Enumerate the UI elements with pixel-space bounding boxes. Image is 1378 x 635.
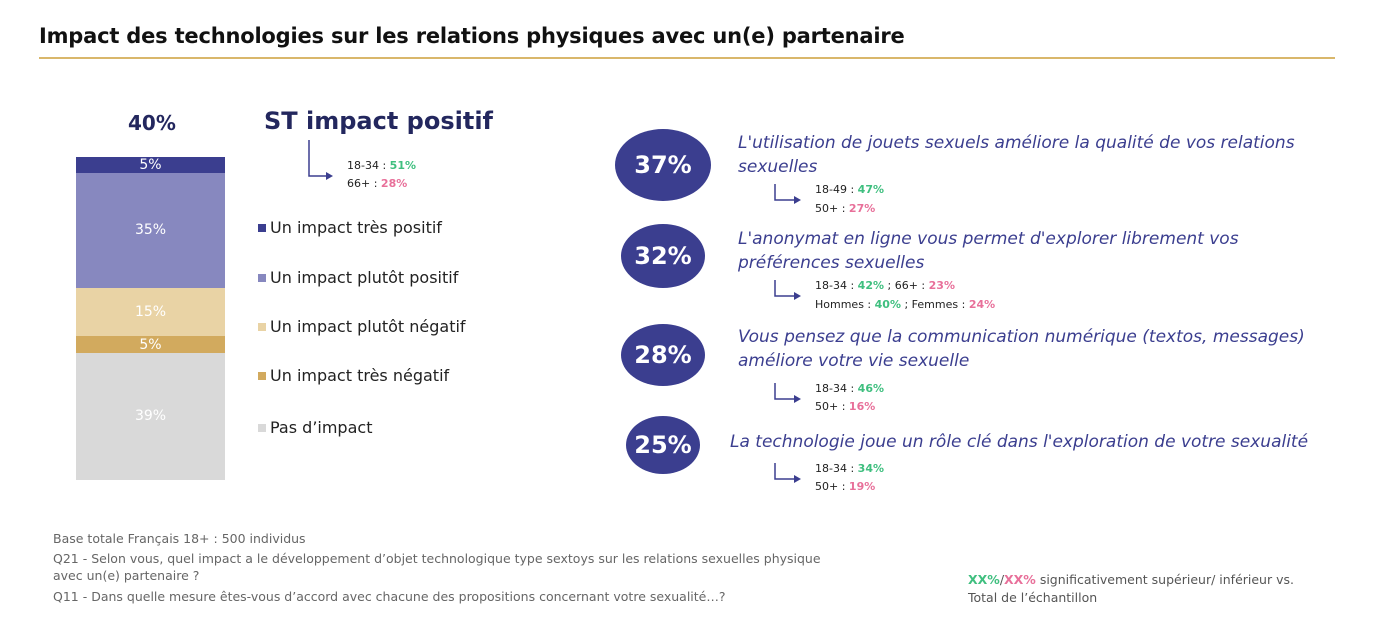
legend-swatch (258, 371, 266, 380)
statement-pct-bubble: 28% (621, 324, 705, 386)
legend-swatch (258, 273, 266, 282)
statement-sub-line: 50+ : 16% (815, 400, 876, 413)
footnote-q21-line1: Q21 - Selon vous, quel impact a le dével… (53, 551, 821, 566)
significance-legend: XX%/XX% significativement supérieur/ inf… (968, 572, 1294, 605)
sub-arrow-icon (774, 463, 801, 483)
sig-pos-sample: XX% (968, 572, 1000, 587)
legend-swatch (258, 322, 266, 331)
footnote-q21-line2: avec un(e) partenaire ? (53, 568, 200, 583)
bar-segment (76, 352, 225, 480)
bar-segment (76, 157, 225, 174)
bar-segment (76, 287, 225, 337)
legend-label: Un impact très négatif (270, 366, 450, 385)
bar-segment-label: 5% (139, 157, 162, 174)
legend-label: Un impact plutôt négatif (270, 317, 466, 336)
footnote-base: Base totale Français 18+ : 500 individus (53, 531, 306, 546)
sig-text-2: Total de l’échantillon (968, 590, 1098, 605)
statement-text: L'utilisation de jouets sexuels améliore… (738, 133, 1295, 177)
statement-sub-line: 50+ : 27% (815, 202, 876, 215)
bar-segment-label: 39% (134, 408, 167, 425)
sub-arrow-icon (774, 184, 801, 204)
title-divider (39, 57, 1335, 59)
statement-sub-line: 18-34 : 34% (815, 462, 885, 475)
bar-segment (76, 336, 225, 353)
bar-segment (76, 173, 225, 288)
legend-item: Un impact plutôt positif (258, 268, 458, 287)
bar-segment-label: 35% (134, 222, 167, 239)
legend-item: Un impact très positif (258, 218, 442, 237)
st-sub-arrow-icon (308, 140, 333, 180)
statement-text: La technologie joue un rôle clé dans l'e… (730, 432, 1309, 452)
legend-item: Un impact plutôt négatif (258, 317, 466, 336)
statement-pct-bubble: 37% (615, 129, 711, 201)
st-sub-line-2: 66+ : 28% (347, 177, 408, 190)
st-impact-label: ST impact positif (264, 107, 493, 135)
sub-arrow-icon (774, 280, 801, 300)
legend-swatch (258, 223, 266, 232)
page-title: Impact des technologies sur les relation… (39, 24, 905, 48)
legend-label: Un impact très positif (270, 218, 442, 237)
bar-segment-label: 15% (134, 303, 167, 320)
statement-text: L'anonymat en ligne vous permet d'explor… (738, 229, 1239, 273)
legend-item: Pas d’impact (258, 418, 372, 437)
statement-sub-line: 18-34 : 46% (815, 382, 885, 395)
sub-arrow-icon (774, 383, 801, 403)
statement-pct-bubble: 25% (626, 416, 700, 474)
statement-sub-line: 18-49 : 47% (815, 183, 885, 196)
statement-pct-bubble: 32% (621, 224, 705, 288)
bar-segment-label: 5% (139, 336, 162, 353)
legend-item: Un impact très négatif (258, 366, 449, 385)
footnote-q11: Q11 - Dans quelle mesure êtes-vous d’acc… (53, 589, 726, 604)
legend-swatch (258, 423, 266, 432)
statement-sub-line: 18-34 : 42% ; 66+ : 23% (815, 279, 955, 292)
legend-label: Un impact plutôt positif (270, 268, 459, 287)
statement-text: Vous pensez que la communication numériq… (738, 327, 1305, 371)
statement-sub-line: 50+ : 19% (815, 480, 876, 493)
legend-label: Pas d’impact (270, 418, 373, 437)
statement-sub-line: Hommes : 40% ; Femmes : 24% (815, 298, 996, 311)
total-positive-pct: 40% (128, 111, 176, 135)
st-sub-line-1: 18-34 : 51% (347, 159, 417, 172)
sig-neg-sample: XX% (1004, 572, 1036, 587)
sig-text-1: significativement supérieur/ inférieur v… (1035, 572, 1294, 587)
